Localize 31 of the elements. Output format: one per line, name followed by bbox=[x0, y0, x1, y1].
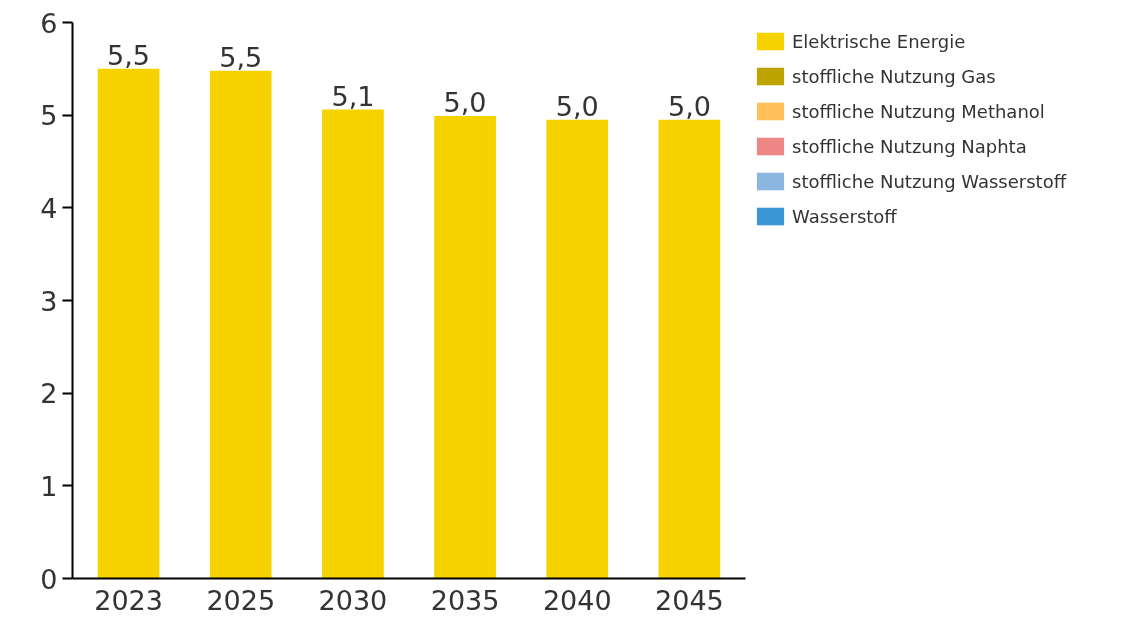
y-tick-label: 5 bbox=[40, 100, 58, 132]
x-tick-label: 2045 bbox=[655, 584, 724, 616]
total-label: 5,5 bbox=[107, 39, 151, 71]
total-label: 5,0 bbox=[443, 87, 487, 119]
legend-label: Wasserstoff bbox=[792, 205, 897, 227]
legend-label: stoffliche Nutzung Wasserstoff bbox=[792, 170, 1067, 192]
x-tick-label: 2023 bbox=[94, 584, 163, 616]
bar bbox=[434, 116, 496, 579]
y-tick-label: 2 bbox=[40, 378, 58, 410]
y-tick-label: 1 bbox=[40, 470, 58, 502]
x-tick-label: 2025 bbox=[206, 584, 276, 616]
y-tick-label: 0 bbox=[40, 563, 58, 595]
bar bbox=[546, 119, 609, 579]
total-label: 5,1 bbox=[331, 80, 375, 112]
total-label: 5,0 bbox=[555, 90, 599, 122]
bar bbox=[658, 119, 721, 579]
x-tick-label: 2040 bbox=[542, 584, 612, 616]
y-tick-label: 4 bbox=[40, 192, 58, 224]
x-tick-label: 2030 bbox=[318, 584, 388, 616]
bar bbox=[209, 70, 272, 579]
x-tick-label: 2035 bbox=[430, 584, 500, 616]
total-label: 5,0 bbox=[667, 90, 711, 122]
y-tick-label: 3 bbox=[40, 285, 58, 317]
bar bbox=[97, 68, 160, 579]
legend-label: Elektrische Energie bbox=[792, 30, 966, 52]
total-label: 5,5 bbox=[219, 41, 263, 73]
bar bbox=[322, 109, 384, 579]
legend-label: stoffliche Nutzung Gas bbox=[792, 65, 996, 87]
legend-label: stoffliche Nutzung Naphta bbox=[792, 135, 1027, 157]
legend-label: stoffliche Nutzung Methanol bbox=[792, 100, 1045, 122]
y-tick-label: 6 bbox=[40, 7, 58, 39]
